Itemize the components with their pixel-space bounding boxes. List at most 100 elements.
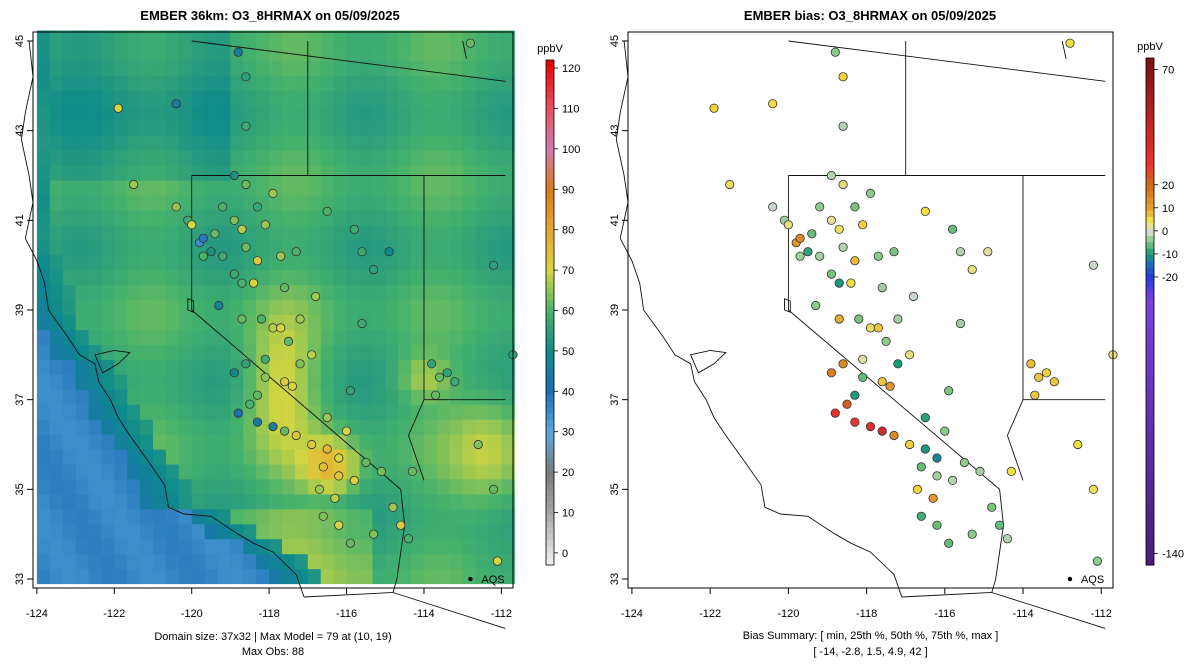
- model-cell: [294, 404, 309, 420]
- model-cell: [346, 314, 360, 330]
- model-cell: [127, 344, 141, 360]
- model-cell: [449, 299, 464, 315]
- model-cell: [140, 329, 154, 345]
- model-cell: [153, 493, 167, 510]
- model-cell: [436, 254, 451, 271]
- model-cell: [49, 165, 64, 181]
- model-cell: [269, 60, 283, 76]
- model-cell: [204, 553, 219, 570]
- model-cell: [333, 194, 348, 211]
- station-point: [987, 502, 997, 512]
- colorbar-tick-label: 20: [1162, 180, 1174, 192]
- model-cell: [346, 523, 360, 540]
- station-point: [1030, 390, 1040, 400]
- model-cell: [307, 224, 322, 241]
- colorbar-segment: [1146, 121, 1154, 129]
- model-cell: [333, 359, 348, 375]
- model-cell: [127, 194, 141, 211]
- model-cell: [436, 314, 451, 330]
- model-cell: [475, 239, 490, 256]
- model-cell: [359, 75, 373, 91]
- lake-outline: [784, 298, 791, 313]
- model-cell: [191, 314, 206, 330]
- model-cell: [75, 105, 90, 121]
- station-point: [450, 377, 460, 387]
- model-cell: [204, 180, 219, 196]
- colorbar-segment: [1146, 444, 1154, 452]
- model-cell: [36, 374, 51, 390]
- model-cell: [449, 30, 464, 46]
- model-cell: [424, 299, 438, 315]
- model-cell: [101, 419, 115, 435]
- x-tick-label: -118: [259, 608, 280, 620]
- model-cell: [114, 404, 128, 420]
- model-cell: [333, 284, 348, 301]
- model-cell: [230, 508, 244, 525]
- colorbar-segment: [1146, 469, 1154, 477]
- model-cell: [243, 135, 257, 151]
- model-cell: [436, 75, 451, 91]
- model-cell: [346, 434, 360, 450]
- model-cell: [346, 329, 360, 345]
- station-point: [1002, 534, 1013, 544]
- model-cell: [178, 194, 193, 211]
- model-cell: [372, 538, 386, 555]
- lake-outline: [187, 298, 195, 313]
- model-cell: [114, 314, 128, 330]
- model-cell: [75, 224, 90, 241]
- model-cell: [333, 374, 348, 390]
- model-cell: [294, 194, 309, 211]
- model-cell: [127, 60, 141, 76]
- model-cell: [204, 30, 219, 46]
- colorbar-segment: [1146, 317, 1154, 325]
- model-cell: [178, 120, 193, 136]
- colorbar-segment: [546, 167, 554, 175]
- colorbar-segment: [546, 91, 554, 99]
- model-cell: [282, 389, 296, 405]
- model-cell: [114, 90, 128, 106]
- station-point: [473, 439, 483, 450]
- model-cell: [282, 90, 296, 106]
- chart-title: EMBER 36km: O3_8HRMAX on 05/09/2025: [140, 8, 399, 23]
- model-cell: [488, 389, 502, 405]
- model-cell: [256, 105, 270, 121]
- model-cell: [411, 120, 425, 136]
- model-cell: [307, 45, 322, 61]
- model-cell: [269, 224, 283, 241]
- model-cell: [178, 299, 193, 315]
- model-cell: [436, 194, 451, 211]
- model-cell: [114, 508, 128, 525]
- station-point: [218, 251, 228, 261]
- model-cell: [204, 120, 219, 136]
- plot-frame: [627, 31, 1114, 589]
- colorbar-segment: [546, 407, 554, 414]
- colorbar-segment: [546, 533, 554, 541]
- x-tick-label: -116: [934, 608, 955, 620]
- model-cell: [346, 135, 360, 151]
- station-point: [904, 350, 915, 360]
- model-cell: [230, 344, 244, 360]
- model-cell: [385, 419, 399, 435]
- station-point: [241, 359, 251, 369]
- model-cell: [398, 359, 412, 375]
- colorbar-tick-label: -140: [1162, 548, 1184, 560]
- station-point: [403, 534, 414, 544]
- model-cell: [62, 269, 77, 286]
- model-cell: [282, 508, 296, 525]
- station-point: [388, 502, 398, 512]
- model-cell: [294, 90, 309, 106]
- model-cell: [501, 75, 515, 91]
- model-cell: [346, 239, 360, 256]
- model-cell: [307, 254, 322, 271]
- station-point: [826, 368, 837, 378]
- model-cell: [475, 224, 490, 241]
- model-cell: [462, 463, 477, 480]
- model-cell: [153, 359, 167, 375]
- model-cell: [282, 493, 296, 510]
- model-cell: [294, 45, 309, 61]
- model-cell: [49, 389, 64, 405]
- model-cell: [320, 105, 335, 121]
- model-cell: [140, 269, 154, 286]
- colorbar-segment: [546, 419, 554, 427]
- model-cell: [398, 269, 412, 286]
